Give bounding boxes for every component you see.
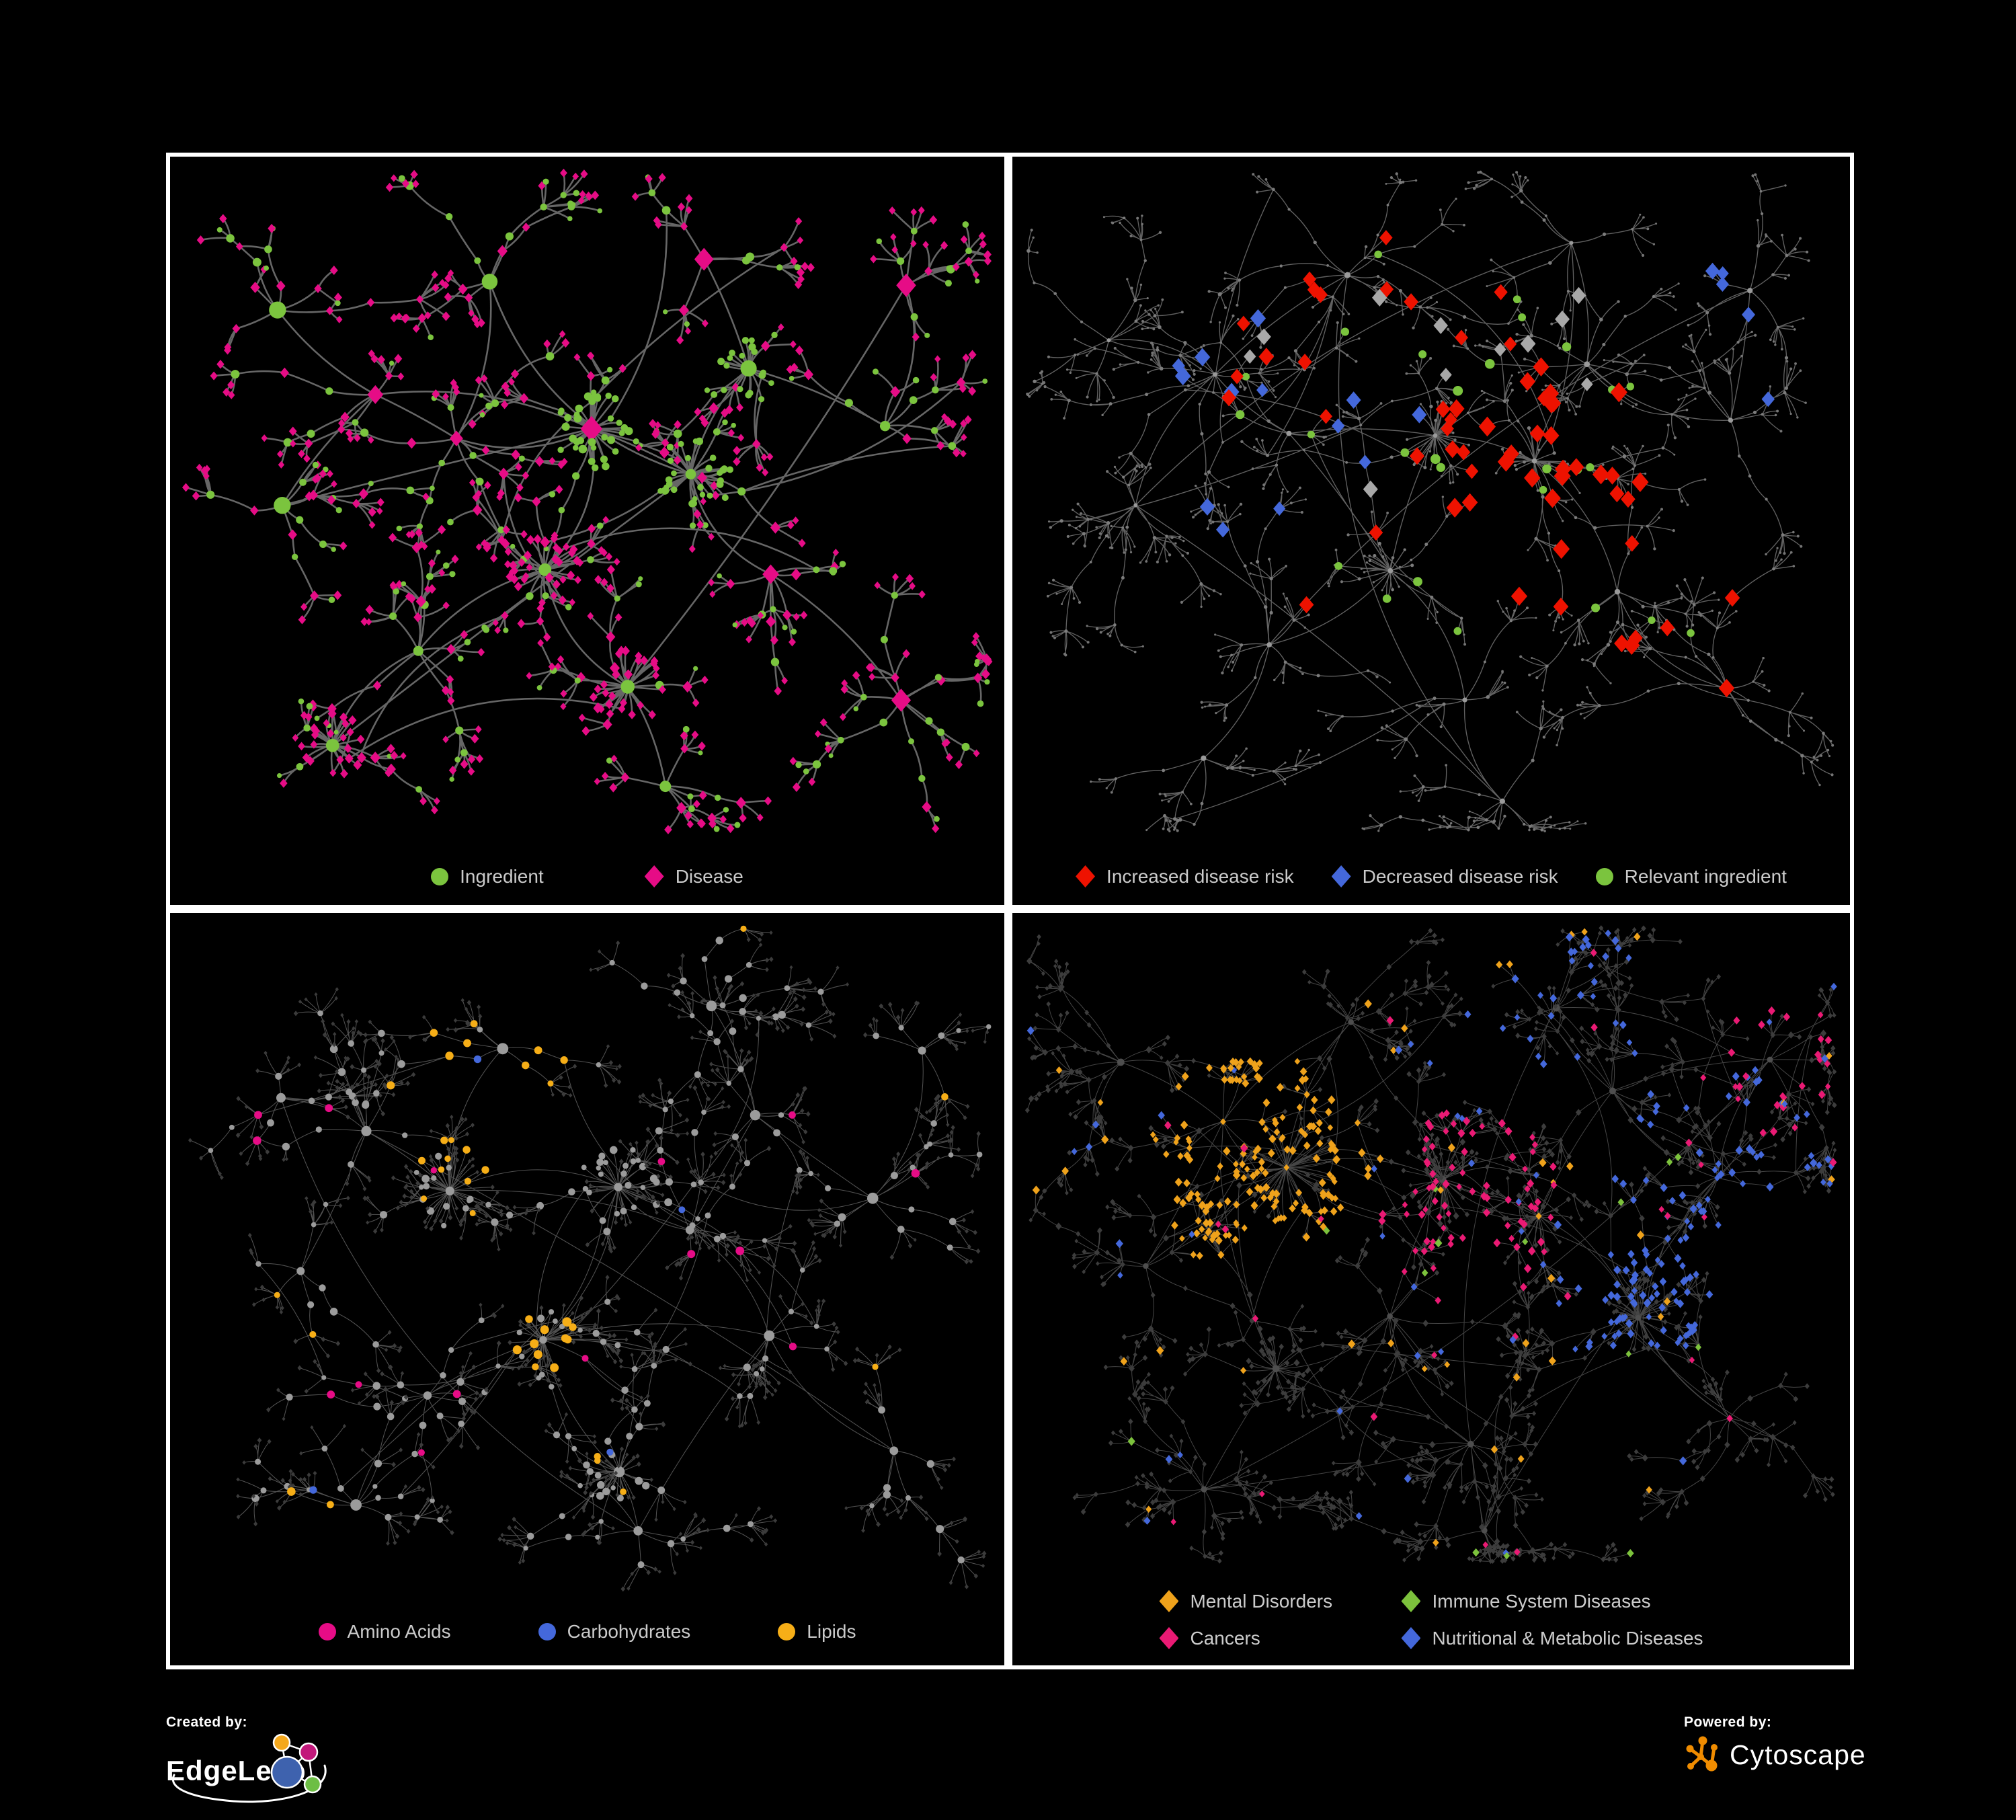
diamond-swatch-icon [644,865,664,887]
edgeleap-node-orange [272,1733,291,1752]
circle-swatch-icon [431,867,449,885]
cytoscape-network-icon [1686,1736,1718,1772]
diamond-swatch-icon [1401,1627,1421,1649]
legend-item-disease: Disease [644,865,743,887]
edgeleap-node-magenta [298,1742,319,1762]
panel-disease-risk: Increased disease risk Decreased disease … [1008,153,1854,909]
panel-disease-classes: Mental Disorders Immune System Diseases Ca… [1008,909,1854,1669]
edgeleap-credit: Created by: EdgeLeap [166,1714,341,1810]
legend-disease-classes: Mental Disorders Immune System Diseases Ca… [1012,1590,1850,1649]
legend-label: Nutritional & Metabolic Diseases [1432,1627,1703,1649]
legend-disease-risk: Increased disease risk Decreased disease … [1012,865,1850,887]
legend-ingredient-disease: Ingredient Disease [170,865,1004,887]
edgeleap-node-blue [270,1755,304,1789]
diamond-swatch-icon [1076,865,1096,887]
network-graph-macronutrient-classes [188,925,992,1592]
legend-label: Lipids [807,1621,856,1642]
circle-swatch-icon [318,1623,336,1640]
network-graph-disease-risk [1026,170,1834,832]
cytoscape-credit: Powered by: Cytoscape [1684,1714,1866,1775]
legend-label: Amino Acids [347,1621,451,1642]
legend-item-immune-system-diseases: Immune System Diseases [1401,1590,1703,1612]
legend-label: Cancers [1190,1627,1260,1649]
circle-swatch-icon [1595,867,1613,885]
legend-item-decreased-disease-risk: Decreased disease risk [1331,865,1558,887]
legend-label: Increased disease risk [1106,865,1294,887]
legend-label: Carbohydrates [567,1621,691,1642]
panel-ingredient-disease: Ingredient Disease [166,153,1008,909]
created-by-label: Created by: [166,1714,248,1730]
diamond-swatch-icon [1159,1590,1179,1612]
panel-macronutrient-classes: Amino Acids Carbohydrates Lipids [166,909,1008,1669]
edgeleap-network-icon [270,1733,322,1794]
legend-macronutrient-classes: Amino Acids Carbohydrates Lipids [170,1621,1004,1643]
legend-item-carbohydrates: Carbohydrates [538,1621,691,1643]
legend-label: Immune System Diseases [1432,1590,1651,1612]
legend-item-relevant-ingredient: Relevant ingredient [1595,865,1787,887]
legend-item-increased-disease-risk: Increased disease risk [1076,865,1294,887]
edgeleap-node-green [303,1775,322,1794]
legend-item-lipids: Lipids [778,1621,856,1643]
legend-item-cancers: Cancers [1159,1627,1401,1649]
edgeleap-logo: EdgeLeap [166,1733,327,1803]
legend-item-mental-disorders: Mental Disorders [1159,1590,1401,1612]
legend-label: Relevant ingredient [1624,865,1787,887]
cytoscape-wordmark: Cytoscape [1730,1739,1866,1770]
legend-item-amino-acids: Amino Acids [318,1621,451,1643]
legend-item-nutritional-metabolic-diseases: Nutritional & Metabolic Diseases [1401,1627,1703,1649]
diamond-swatch-icon [1331,865,1351,887]
network-graph-ingredient-disease [182,168,993,834]
legend-label: Disease [675,865,743,887]
legend-label: Decreased disease risk [1362,865,1558,887]
diamond-swatch-icon [1159,1627,1179,1649]
legend-label: Mental Disorders [1190,1590,1333,1612]
legend-item-ingredient: Ingredient [431,866,544,887]
diamond-swatch-icon [1401,1590,1421,1612]
network-graph-disease-classes [1024,925,1837,1565]
legend-label: Ingredient [460,865,544,887]
powered-by-label: Powered by: [1684,1714,1772,1730]
circle-swatch-icon [778,1623,796,1640]
panel-grid: Ingredient Disease Increased disease risk… [166,153,1854,1669]
circle-swatch-icon [538,1623,556,1640]
